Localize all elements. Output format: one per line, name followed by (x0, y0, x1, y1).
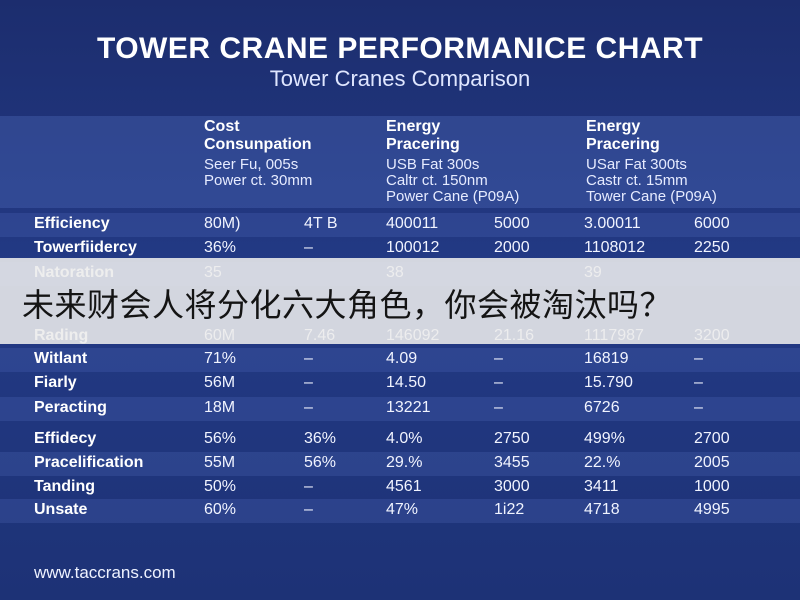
row-shade (0, 348, 800, 372)
table-cell: 60% (204, 501, 237, 518)
footer-url: www.taccrans.com (34, 563, 176, 582)
table-cell: 55M (204, 454, 236, 471)
row-shade (0, 213, 800, 237)
table-cell: 47% (386, 501, 419, 518)
table-cell: 4T B (304, 215, 338, 232)
table-cell: 4.09 (386, 350, 418, 367)
table-cell: 80M) (204, 215, 241, 232)
table-cell: 56% (204, 430, 237, 447)
table-cell: 100012 (386, 239, 440, 256)
table-cell: 6000 (694, 215, 730, 232)
table-cell: 1000 (694, 478, 730, 495)
table-cell: – (694, 350, 703, 367)
table-cell: 36% (304, 430, 337, 447)
table-cell: 3455 (494, 454, 530, 471)
row-label: Pracelification (34, 454, 144, 471)
table-cell: 3411 (584, 478, 619, 495)
table-cell: – (304, 501, 313, 518)
table-cell: 400011 (386, 215, 439, 232)
table-cell: 3.00011 (584, 215, 641, 232)
table-cell: – (494, 374, 503, 391)
row-label: Effidecy (34, 430, 97, 447)
table-cell: 2005 (694, 454, 730, 471)
table-cell: 56% (304, 454, 337, 471)
chart-subtitle: Tower Cranes Comparison (269, 66, 531, 91)
table-cell: – (494, 350, 503, 367)
column-heading: Pracering (386, 136, 460, 153)
column-heading: Pracering (586, 136, 660, 153)
caption-overlay-band (0, 258, 800, 344)
caption-overlay-text: 未来财会人将分化六大角色，你会被淘汰吗？ (22, 286, 673, 324)
table-cell: 1i22 (494, 501, 525, 518)
table-cell: 56M (204, 374, 236, 391)
table-cell: 499% (584, 430, 625, 447)
column-heading: Consunpation (204, 136, 312, 153)
table-cell: 2700 (694, 430, 730, 447)
table-cell: – (694, 399, 703, 416)
table-cell: – (304, 478, 313, 495)
table-cell: 1108012 (584, 239, 646, 256)
table-cell: 36% (204, 239, 237, 256)
table-cell: – (304, 350, 313, 367)
table-cell: 2750 (494, 430, 530, 447)
row-shade (0, 397, 800, 421)
row-label: Fiarly (34, 374, 77, 391)
table-cell: 16819 (584, 350, 629, 367)
column-subheading: Seer Fu, 005s (204, 156, 299, 173)
table-cell: 2000 (494, 239, 530, 256)
column-subheading: Tower Cane (P09A) (586, 188, 717, 205)
table-cell: 4995 (694, 501, 730, 518)
table-cell: 15.790 (584, 374, 633, 391)
table-cell: 6726 (584, 399, 620, 416)
row-shade (0, 452, 800, 476)
column-subheading: USar Fat 300ts (586, 156, 687, 173)
row-label: Tanding (34, 478, 96, 495)
column-subheading: Power ct. 30mm (204, 172, 313, 189)
table-cell: 29.% (386, 454, 423, 471)
table-cell: 4.0% (386, 430, 423, 447)
table-cell: – (304, 399, 313, 416)
table-cell: 50% (204, 478, 237, 495)
column-subheading: USB Fat 300s (386, 156, 480, 173)
row-label: Witlant (34, 350, 88, 367)
table-header-band (0, 116, 800, 208)
column-subheading: Caltr ct. 150nm (386, 172, 488, 189)
column-subheading: Power Cane (P09A) (386, 188, 520, 205)
table-cell: 4718 (584, 501, 620, 518)
table-cell: 2250 (694, 239, 730, 256)
row-shade (0, 499, 800, 523)
table-cell: 22.% (584, 454, 621, 471)
table-cell: 5000 (494, 215, 530, 232)
row-label: Peracting (34, 399, 107, 416)
column-heading: Energy (386, 118, 441, 135)
column-heading: Cost (204, 118, 240, 135)
row-label: Unsate (34, 501, 88, 518)
table-cell: 3000 (494, 478, 530, 495)
table-cell: 71% (204, 350, 237, 367)
table-cell: – (304, 374, 313, 391)
table-cell: 18M (204, 399, 236, 416)
table-cell: – (304, 239, 313, 256)
row-label: Efficiency (34, 215, 110, 232)
column-heading: Energy (586, 118, 641, 135)
table-cell: 13221 (386, 399, 431, 416)
chart-title: TOWER CRANE PERFORMANICE CHART (96, 32, 704, 65)
table-cell: 14.50 (386, 374, 427, 391)
table-cell: – (694, 374, 703, 391)
row-label: Towerfiidercy (34, 239, 137, 256)
column-subheading: Castr ct. 15mm (586, 172, 688, 189)
table-cell: – (494, 399, 503, 416)
table-cell: 4561 (386, 478, 422, 495)
